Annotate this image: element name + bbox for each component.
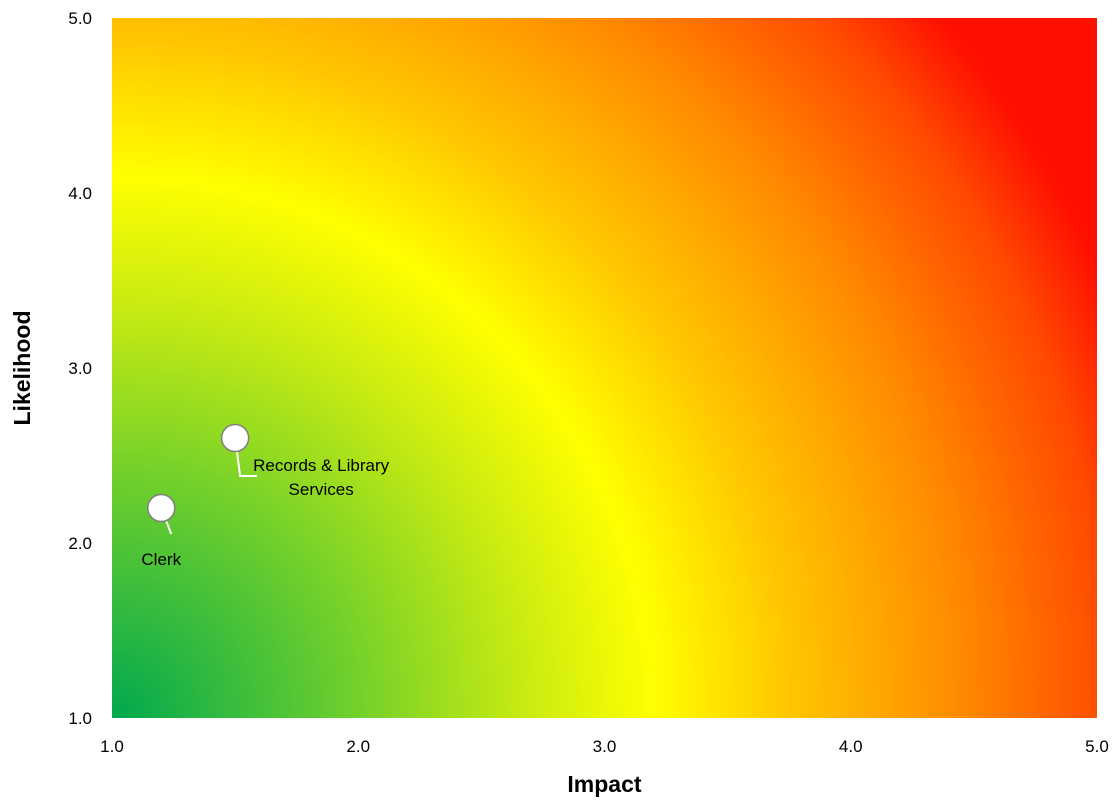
y-axis-ticks: 1.0 2.0 3.0 4.0 5.0 — [68, 9, 92, 728]
x-tick-label: 3.0 — [593, 737, 617, 756]
x-axis-ticks: 1.0 2.0 3.0 4.0 5.0 — [100, 737, 1109, 756]
x-tick-label: 1.0 — [100, 737, 124, 756]
data-point: Records & Library Services — [220, 423, 390, 499]
x-tick-label: 5.0 — [1085, 737, 1109, 756]
plot-area — [112, 18, 1097, 718]
y-tick-label: 4.0 — [68, 184, 92, 203]
y-axis-title: Likelihood — [9, 311, 35, 426]
x-axis-title: Impact — [567, 771, 641, 797]
y-tick-label: 3.0 — [68, 359, 92, 378]
y-tick-label: 5.0 — [68, 9, 92, 28]
point-label: Records & Library Services — [253, 456, 390, 499]
y-tick-label: 2.0 — [68, 534, 92, 553]
x-tick-label: 2.0 — [346, 737, 370, 756]
data-points: Clerk Records & Library Services — [141, 423, 390, 569]
data-point: Clerk — [141, 493, 182, 569]
point-marker — [220, 423, 250, 453]
x-tick-label: 4.0 — [839, 737, 863, 756]
y-tick-label: 1.0 — [68, 709, 92, 728]
point-label: Clerk — [141, 550, 181, 569]
point-marker — [147, 493, 176, 523]
